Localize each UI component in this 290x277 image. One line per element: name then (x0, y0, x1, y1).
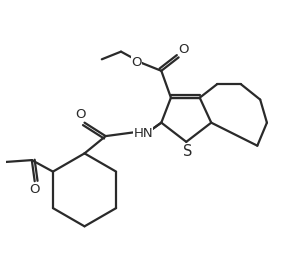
Text: O: O (131, 56, 142, 69)
Text: O: O (178, 43, 189, 56)
Text: S: S (182, 144, 192, 159)
Text: HN: HN (133, 127, 153, 140)
Text: O: O (75, 107, 86, 120)
Text: O: O (30, 183, 40, 196)
